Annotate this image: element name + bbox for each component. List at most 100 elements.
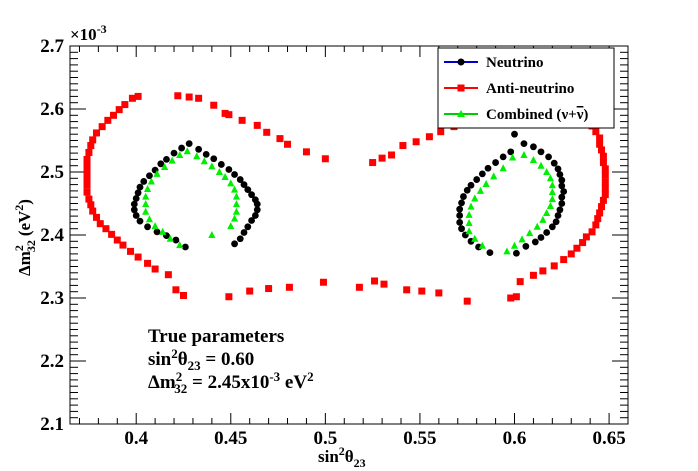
combined-point: [159, 227, 167, 235]
neutrino-point: [511, 130, 518, 138]
legend-label-neutrino: Neutrino: [486, 55, 544, 71]
y-tick-label: 2.7: [40, 36, 64, 57]
neutrino-point: [248, 191, 255, 199]
neutrino-point: [558, 200, 566, 207]
antineutrino-point: [425, 133, 433, 141]
antineutrino-point: [221, 109, 229, 117]
antineutrino-point: [598, 146, 606, 154]
y-tick-label: 2.2: [40, 351, 64, 372]
neutrino-point: [513, 249, 520, 257]
x-tick-label: 0.5: [313, 428, 337, 449]
combined-point: [151, 222, 159, 230]
antineutrino-point: [601, 165, 609, 173]
neutrino-point: [478, 170, 486, 178]
x-tick-label: 0.55: [403, 428, 436, 449]
neutrino-point: [507, 148, 515, 156]
annotation-sin2theta: sin2θ23 = 0.60: [148, 346, 254, 373]
antineutrino-point: [539, 267, 547, 275]
neutrino-point: [236, 176, 244, 183]
y-tick-label: 2.4: [40, 225, 64, 246]
neutrino-point: [530, 143, 537, 151]
neutrino-point: [473, 176, 481, 183]
combined-point: [548, 181, 556, 189]
antineutrino-point: [399, 142, 407, 150]
neutrino-point: [458, 225, 465, 233]
combined-point: [510, 241, 519, 249]
antineutrino-point: [89, 136, 97, 144]
antineutrino-point: [83, 168, 91, 176]
antineutrino-point: [172, 286, 180, 294]
combined-point: [176, 150, 184, 158]
combined-point: [200, 157, 208, 165]
neutrino-point: [144, 223, 151, 231]
antineutrino-point: [355, 283, 363, 291]
combined-point: [546, 202, 555, 210]
antineutrino-point: [371, 277, 379, 285]
antineutrino-point: [418, 287, 426, 295]
combined-point: [142, 192, 150, 200]
antineutrino-point: [380, 280, 388, 288]
combined-point: [227, 222, 235, 230]
antineutrino-point: [115, 106, 123, 114]
neutrino-point: [558, 193, 566, 201]
combined-point: [529, 156, 538, 164]
neutrino-point: [195, 145, 203, 153]
neutrino-point: [520, 140, 528, 148]
antineutrino-point: [253, 121, 261, 129]
combined-point: [503, 247, 511, 255]
legend-marker-combined: [457, 110, 465, 117]
combined-point: [193, 152, 201, 160]
antineutrino-point: [85, 195, 93, 203]
antineutrino-point: [596, 134, 604, 142]
antineutrino-point: [151, 265, 159, 273]
combined-point: [208, 231, 216, 238]
true-parameters-annotation: True parameters sin2θ23 = 0.60 Δm2 32 = 2…: [148, 326, 314, 396]
antineutrino-point: [516, 278, 524, 286]
neutrino-point: [484, 164, 492, 172]
antineutrino-point: [246, 287, 254, 295]
neutrino-point: [202, 150, 210, 158]
combined-point: [537, 161, 545, 169]
y-tick-labels: 2.1 2.2 2.3 2.4 2.5 2.6 2.7: [40, 36, 64, 435]
antineutrino-point: [104, 116, 112, 124]
antineutrino-point: [601, 184, 609, 192]
neutrino-point: [543, 229, 551, 236]
neutrino-point: [132, 212, 140, 219]
combined-point: [142, 207, 150, 215]
antineutrino-point: [185, 93, 193, 101]
neutrino-point: [558, 176, 566, 184]
y-axis-title: Δm232(eV2): [12, 199, 38, 276]
antineutrino-point: [529, 271, 537, 279]
neutrino-point: [157, 160, 165, 168]
antineutrino-point: [96, 220, 104, 228]
antineutrino-point: [83, 188, 91, 196]
neutrino-point: [456, 219, 464, 226]
neutrino-point: [537, 234, 545, 241]
antineutrino-point: [596, 209, 604, 217]
antineutrino-point: [89, 207, 97, 215]
antineutrino-point: [507, 294, 515, 302]
combined-point: [232, 192, 241, 200]
combined-point: [183, 147, 191, 155]
combined-point: [467, 202, 475, 210]
combined-point: [526, 229, 534, 237]
neutrino-point: [172, 236, 180, 244]
x-tick-label: 0.65: [592, 428, 625, 449]
antineutrino-point: [110, 111, 118, 119]
antineutrino-point: [321, 155, 329, 163]
antineutrino-point: [92, 213, 100, 221]
antineutrino-point: [134, 253, 142, 261]
neutrino-point: [244, 186, 252, 194]
antineutrino-point: [403, 286, 411, 294]
combined-point: [221, 173, 229, 181]
antineutrino-point: [179, 291, 187, 299]
neutrino-point: [545, 153, 552, 161]
antineutrino-point: [588, 228, 596, 236]
y-tick-label: 2.1: [40, 414, 64, 435]
combined-point: [465, 210, 473, 218]
combined-point: [147, 177, 155, 185]
neutrino-point: [537, 148, 545, 156]
data-series: [83, 92, 609, 305]
antineutrino-point: [87, 142, 95, 150]
neutrino-point: [136, 217, 144, 225]
